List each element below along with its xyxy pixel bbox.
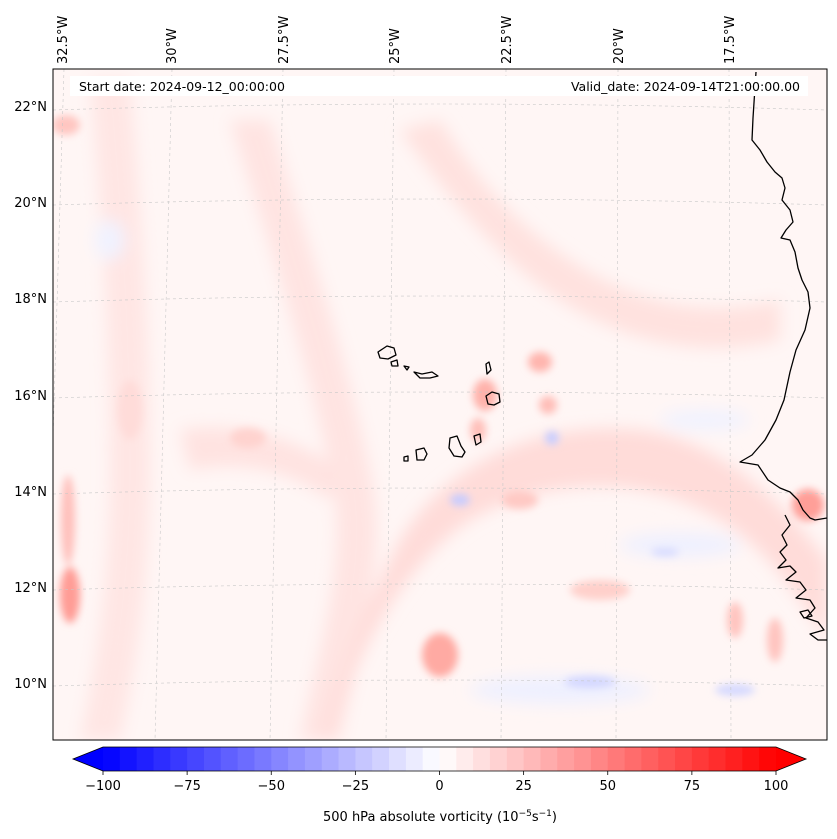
- island-fogo: [415, 447, 428, 461]
- senegal-gambia-coast: [777, 514, 827, 641]
- colorbar-cell: [203, 747, 222, 771]
- colorbar-cell: [607, 747, 626, 771]
- lon-label-7: 17.5°W: [723, 16, 738, 64]
- colorbar-tick-label: 75: [684, 779, 701, 794]
- colorbar-cell: [389, 747, 407, 771]
- colorbar-cell: [675, 747, 693, 771]
- colorbar-ticks: −100 −75 −50 −25 0 25 50 75 100: [85, 771, 788, 794]
- colorbar-tick-label: −25: [342, 779, 369, 794]
- colorbar-cell: [153, 747, 171, 771]
- lon-label-2: 30°W: [165, 28, 180, 64]
- colorbar-cell: [624, 747, 642, 771]
- colorbar-tick-label: −100: [85, 779, 121, 794]
- colorbar-cell: [489, 747, 508, 771]
- colorbar-cell: [557, 747, 575, 771]
- lon-label-5: 22.5°W: [500, 16, 515, 64]
- colorbar-cell: [658, 747, 676, 771]
- island-santa-luzia: [403, 365, 410, 371]
- colorbar-cell: [422, 747, 441, 771]
- colorbar-cell: [540, 747, 558, 771]
- africa-coastline: [739, 71, 827, 521]
- island-sao-nicolau: [413, 371, 439, 379]
- lat-label-4: 16°N: [14, 389, 47, 404]
- colorbar-cell: [187, 747, 205, 771]
- vorticity-features: [53, 115, 824, 696]
- island-sao-vicente: [390, 359, 399, 367]
- colorbar-cell: [439, 747, 457, 771]
- lon-label-4: 25°W: [388, 28, 403, 64]
- colorbar-cell: [759, 747, 777, 771]
- colorbar-cell: [574, 747, 592, 771]
- bijagos-islands: [799, 609, 813, 619]
- colorbar-cell: [321, 747, 340, 771]
- island-boa-vista: [485, 391, 501, 406]
- valid-date-label: Valid_date: 2024-09-14T21:00:00.00: [571, 79, 800, 94]
- colorbar-cell: [237, 747, 256, 771]
- colorbar-tick-label: −75: [173, 779, 200, 794]
- lat-label-5: 14°N: [14, 485, 47, 500]
- colorbar-tick-label: 100: [764, 779, 789, 794]
- colorbar-extend-min: [73, 747, 103, 771]
- island-sal: [485, 361, 492, 375]
- colorbar-cell: [456, 747, 474, 771]
- colorbar-cell: [725, 747, 743, 771]
- colorbar-cell: [742, 747, 760, 771]
- colorbar-cell: [372, 747, 390, 771]
- colorbar-cell: [405, 747, 424, 771]
- colorbar-cell: [288, 747, 306, 771]
- map-panel: Start date: 2024-09-12_00:00:00 Valid_da…: [53, 69, 827, 740]
- lat-label-2: 20°N: [14, 196, 47, 211]
- graticule: [53, 69, 827, 740]
- coastlines: [377, 71, 827, 641]
- island-santiago: [448, 435, 466, 458]
- lon-label-6: 20°W: [612, 28, 627, 64]
- longitude-labels: 32.5°W 30°W 27.5°W 25°W 22.5°W 20°W 17.5…: [56, 16, 738, 64]
- colorbar-tick-label: 0: [435, 779, 443, 794]
- vorticity-field: [80, 80, 827, 740]
- colorbar-cell: [590, 747, 609, 771]
- colorbar: −100 −75 −50 −25 0 25 50 75 100 500 hPa absolute…: [71, 746, 808, 825]
- island-santo-antao: [377, 345, 397, 360]
- colorbar-cell: [506, 747, 525, 771]
- colorbar-cell: [220, 747, 239, 771]
- colorbar-cell: [304, 747, 323, 771]
- island-brava: [403, 455, 409, 462]
- colorbar-extend-max: [776, 747, 806, 771]
- colorbar-tick-label: 50: [599, 779, 616, 794]
- colorbar-cell: [691, 747, 710, 771]
- date-banner: [70, 76, 808, 96]
- colorbar-cell: [103, 747, 121, 771]
- map-frame: [52, 68, 828, 741]
- lon-label-1: 32.5°W: [56, 16, 71, 64]
- colorbar-cell: [708, 747, 727, 771]
- colorbar-cells: [103, 747, 777, 771]
- colorbar-cell: [271, 747, 289, 771]
- colorbar-cell: [254, 747, 272, 771]
- lat-label-3: 18°N: [14, 292, 47, 307]
- latitude-labels: 22°N 20°N 18°N 16°N 14°N 12°N 10°N: [14, 100, 47, 692]
- colorbar-cell: [641, 747, 659, 771]
- colorbar-cell: [136, 747, 155, 771]
- colorbar-cell: [523, 747, 542, 771]
- colorbar-tick-label: 25: [515, 779, 532, 794]
- lat-label-7: 10°N: [14, 677, 47, 692]
- lat-label-1: 22°N: [14, 100, 47, 115]
- colorbar-cell: [338, 747, 356, 771]
- lon-label-3: 27.5°W: [277, 16, 292, 64]
- colorbar-tick-label: −50: [258, 779, 285, 794]
- colorbar-cell: [473, 747, 491, 771]
- island-maio: [473, 433, 482, 446]
- start-date-label: Start date: 2024-09-12_00:00:00: [79, 79, 285, 94]
- colorbar-cell: [119, 747, 138, 771]
- lat-label-6: 12°N: [14, 581, 47, 596]
- colorbar-cell: [355, 747, 373, 771]
- colorbar-label: 500 hPa absolute vorticity (10−5s−1): [323, 809, 557, 825]
- colorbar-cell: [170, 747, 188, 771]
